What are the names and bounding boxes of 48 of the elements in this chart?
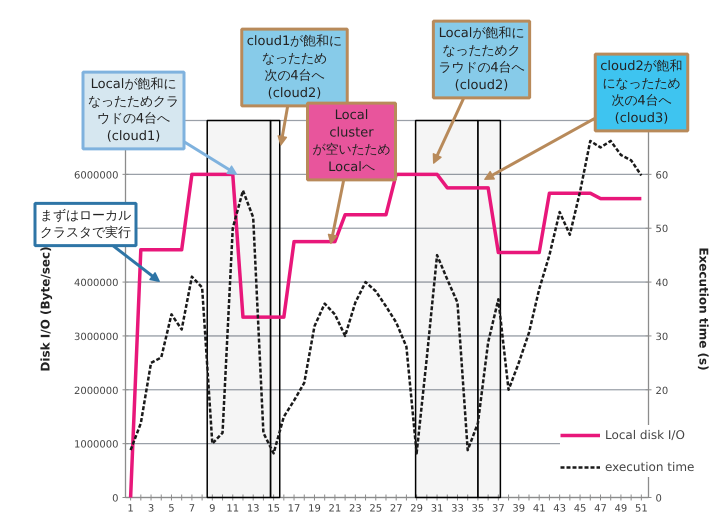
x-tick-label: 45 [574,504,586,514]
x-tick-label: 19 [308,504,321,514]
x-tick-label: 41 [532,504,546,514]
x-tick-label: 7 [188,504,196,514]
y2-tick-label: 40 [656,278,668,290]
x-tick-label: 15 [267,504,280,514]
y2-tick-label: 20 [656,386,668,397]
x-tick-label: 17 [288,504,300,514]
x-tick-label: 23 [348,504,362,514]
y-tick-label: 3000000 [74,332,119,343]
y2-tick-label: 50 [656,224,668,236]
x-tick-label: 9 [209,504,216,514]
y2-tick-label: 30 [656,332,668,343]
annotation: Localが飽和になったためクラウドの4台へ(cloud1) [88,77,179,144]
y-tick-label: 0 [112,494,119,504]
x-tick-label: 31 [430,504,444,514]
x-tick-label: 35 [472,504,484,514]
x-tick-label: 29 [410,504,423,514]
legend-label: execution time [605,460,694,474]
y-tick-label: 4000000 [74,278,119,290]
text: Localが飽和になったためクラウドの4台へ(cloud2) [438,26,525,93]
annotation: Local clusterが空いたためLocalへ [312,108,390,175]
x-tick-label: 47 [594,504,607,514]
x-tick-label: 33 [451,504,464,514]
x-tick-label: 1 [127,504,134,514]
x-tick-label: 27 [390,504,403,514]
annotation: まずはローカルクラスタで実行 [40,208,131,241]
x-tick-label: 3 [148,504,154,514]
x-tick-label: 51 [634,504,648,514]
y2-axis-title: Execution time (s) [696,247,710,371]
legend-label: Local disk I/O [605,428,685,442]
x-tick-label: 43 [553,504,566,514]
x-tick-label: 21 [328,504,342,514]
y-axis-title: Disk I/O (Byte/sec) [38,246,52,372]
x-tick-label: 13 [246,504,260,514]
x-tick-label: 37 [492,504,505,514]
y-tick-label: 6000000 [74,170,119,182]
x-tick-label: 39 [512,504,526,514]
x-tick-label: 25 [369,504,382,514]
x-tick-label: 5 [168,504,175,514]
y2-tick-label: 60 [656,170,668,182]
annotation: cloud2が飽和になったため次の4台へ(cloud3) [600,59,683,126]
y2-tick-label: 0 [656,494,662,504]
y-tick-label: 2000000 [74,386,119,397]
x-tick-label: 11 [226,504,240,514]
annotation: cloud1が飽和になったため次の4台へ(cloud2) [246,34,342,101]
y-tick-label: 1000000 [74,440,119,451]
x-tick-label: 49 [614,504,628,514]
